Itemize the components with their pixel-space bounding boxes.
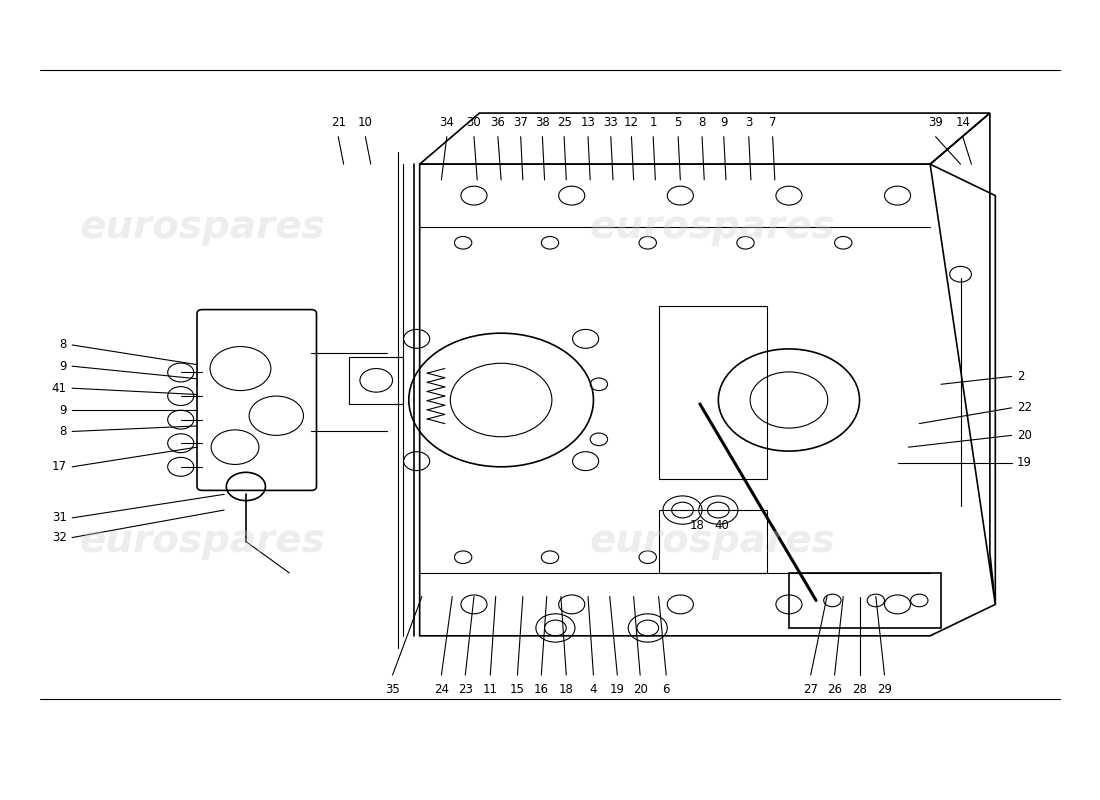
Text: 18: 18: [690, 519, 704, 532]
Text: 22: 22: [1018, 402, 1032, 414]
Text: 1: 1: [649, 116, 657, 129]
Text: 29: 29: [877, 683, 892, 696]
Text: 2: 2: [1018, 370, 1024, 383]
Text: 39: 39: [928, 116, 943, 129]
Text: 20: 20: [1018, 429, 1032, 442]
Text: 15: 15: [510, 683, 525, 696]
Bar: [349, 357, 404, 404]
Text: 35: 35: [385, 683, 400, 696]
Text: 9: 9: [720, 116, 727, 129]
Text: 23: 23: [458, 683, 473, 696]
Text: 9: 9: [59, 360, 67, 373]
Bar: [659, 306, 767, 478]
Text: 28: 28: [852, 683, 867, 696]
Text: eurospares: eurospares: [79, 522, 326, 561]
Text: 8: 8: [698, 116, 706, 129]
Text: 40: 40: [714, 519, 729, 532]
Text: 30: 30: [466, 116, 482, 129]
Text: 11: 11: [483, 683, 498, 696]
Text: 38: 38: [535, 116, 550, 129]
Text: 7: 7: [769, 116, 777, 129]
Text: 37: 37: [514, 116, 528, 129]
Text: 32: 32: [52, 531, 67, 544]
Text: 6: 6: [662, 683, 670, 696]
Text: 24: 24: [433, 683, 449, 696]
Text: 16: 16: [534, 683, 549, 696]
Text: 41: 41: [52, 382, 67, 394]
Text: eurospares: eurospares: [590, 522, 836, 561]
Text: 12: 12: [624, 116, 639, 129]
Text: 25: 25: [557, 116, 572, 129]
Text: 36: 36: [491, 116, 505, 129]
Text: 19: 19: [609, 683, 625, 696]
Text: 5: 5: [674, 116, 682, 129]
Text: eurospares: eurospares: [590, 208, 836, 246]
Text: 9: 9: [59, 404, 67, 417]
Text: 10: 10: [358, 116, 373, 129]
Text: 26: 26: [827, 683, 843, 696]
Bar: [659, 510, 767, 573]
Text: 3: 3: [745, 116, 752, 129]
Text: 8: 8: [59, 425, 67, 438]
Text: 13: 13: [581, 116, 595, 129]
Text: 18: 18: [559, 683, 574, 696]
Text: 14: 14: [955, 116, 970, 129]
Text: eurospares: eurospares: [79, 208, 326, 246]
Text: 4: 4: [590, 683, 597, 696]
Text: 19: 19: [1018, 456, 1032, 470]
Text: 31: 31: [52, 511, 67, 525]
Text: 27: 27: [803, 683, 818, 696]
Text: 20: 20: [632, 683, 648, 696]
Text: 34: 34: [439, 116, 454, 129]
Text: 33: 33: [604, 116, 618, 129]
Text: 21: 21: [331, 116, 345, 129]
Text: 8: 8: [59, 338, 67, 351]
Text: 17: 17: [52, 460, 67, 474]
